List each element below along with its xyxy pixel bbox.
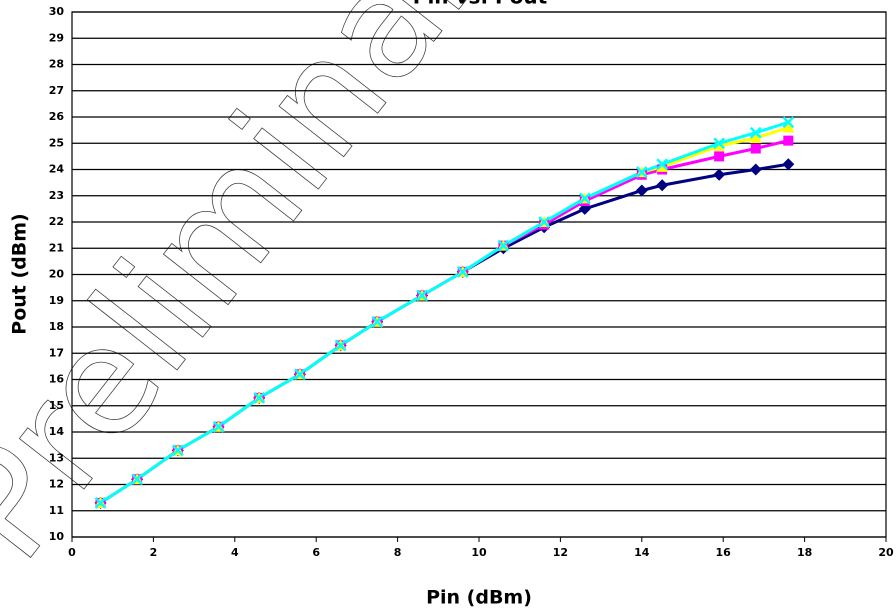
x-tick-label: 14	[634, 546, 650, 559]
y-tick-label: 15	[49, 399, 64, 412]
y-tick-label: 10	[49, 530, 65, 543]
x-tick-label: 8	[394, 546, 402, 559]
marker	[171, 444, 184, 457]
x-tick-label: 4	[231, 546, 239, 559]
plot-border	[71, 11, 887, 538]
y-tick-label: 23	[49, 189, 64, 202]
x-axis-label: Pin (dBm)	[426, 587, 532, 609]
y-tick-label: 20	[49, 268, 65, 281]
y-tick-label: 13	[49, 451, 64, 464]
x-tick-label: 18	[797, 546, 812, 559]
x-tick-label: 16	[716, 546, 732, 559]
marker	[94, 496, 107, 509]
marker	[713, 168, 726, 181]
marker	[635, 166, 648, 179]
marker	[749, 132, 762, 143]
y-tick-label: 17	[49, 346, 64, 359]
watermark: Preliminary	[0, 0, 572, 592]
y-tick-label: 14	[49, 425, 65, 438]
marker	[750, 143, 761, 154]
y-tick-label: 21	[49, 241, 64, 254]
x-tick-label: 0	[68, 546, 76, 559]
marker	[782, 158, 795, 171]
y-tick-label: 18	[49, 320, 64, 333]
x-tick-label: 20	[878, 546, 894, 559]
x-tick-label: 12	[553, 546, 568, 559]
y-tick-label: 12	[49, 478, 64, 491]
y-tick-label: 26	[49, 110, 65, 123]
y-tick-label: 22	[49, 215, 64, 228]
y-tick-label: 25	[49, 136, 64, 149]
marker	[783, 135, 794, 146]
marker	[749, 163, 762, 176]
marker	[371, 315, 384, 328]
marker	[656, 160, 669, 172]
y-tick-label: 16	[49, 373, 65, 386]
chart-title: Pin vs. Pout	[413, 0, 548, 9]
marker	[578, 192, 591, 205]
x-tick-label: 10	[471, 546, 487, 559]
x-tick-label: 2	[150, 546, 158, 559]
marker	[294, 368, 306, 381]
marker	[713, 139, 726, 151]
marker	[253, 391, 266, 404]
marker	[635, 184, 648, 197]
marker	[656, 158, 669, 171]
marker	[456, 265, 469, 278]
marker	[538, 216, 551, 228]
marker	[212, 420, 225, 433]
marker	[334, 339, 347, 352]
y-tick-label: 30	[49, 5, 65, 18]
marker	[714, 151, 725, 162]
marker	[749, 126, 762, 139]
y-tick-label: 29	[49, 31, 64, 44]
marker	[497, 239, 510, 252]
marker	[782, 121, 795, 133]
marker	[782, 116, 795, 129]
y-tick-label: 19	[49, 294, 64, 307]
series-line	[99, 120, 789, 505]
y-tick-label: 11	[49, 504, 64, 517]
marker	[416, 289, 428, 302]
y-axis-label: Pout (dBm)	[9, 213, 31, 334]
marker	[131, 473, 144, 486]
y-tick-label: 24	[49, 163, 65, 176]
marker	[656, 179, 669, 192]
x-tick-label: 6	[312, 546, 320, 559]
y-tick-label: 28	[49, 58, 64, 71]
marker	[713, 137, 726, 150]
y-tick-label: 27	[49, 84, 64, 97]
